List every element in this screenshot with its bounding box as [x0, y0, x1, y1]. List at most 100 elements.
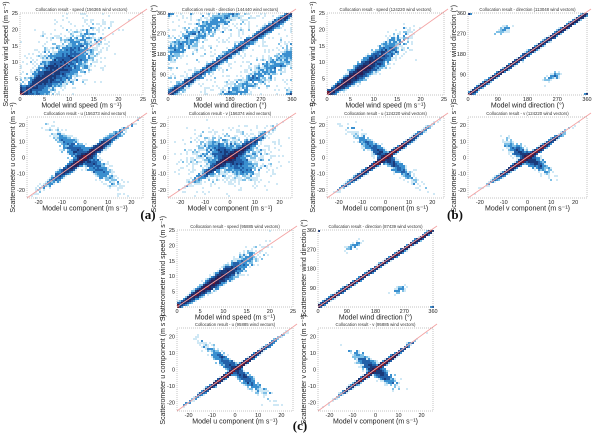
density-cell — [347, 87, 349, 89]
density-cell — [188, 81, 190, 83]
density-cell — [42, 55, 44, 57]
density-cell — [66, 59, 68, 61]
density-cell — [558, 77, 560, 79]
density-cell — [530, 163, 532, 165]
density-cell — [240, 41, 242, 43]
density-cell — [44, 69, 46, 71]
density-cell — [80, 63, 82, 65]
density-cell — [79, 147, 81, 149]
density-cell — [268, 59, 270, 61]
density-cell — [204, 139, 206, 141]
density-cell — [69, 143, 71, 145]
density-cell — [105, 163, 107, 165]
density-cell — [71, 145, 73, 147]
density-cell — [71, 155, 73, 157]
density-cell — [373, 153, 375, 155]
density-cell — [105, 179, 107, 181]
density-cell — [212, 157, 214, 159]
density-cell — [409, 141, 411, 143]
density-cell — [101, 147, 103, 149]
density-cell — [46, 49, 48, 51]
density-cell — [212, 129, 214, 131]
density-cell — [60, 53, 62, 55]
density-cell — [236, 169, 238, 171]
density-cell — [395, 159, 397, 161]
density-cell — [172, 29, 174, 31]
density-cell — [470, 93, 472, 95]
density-cell — [544, 145, 546, 147]
density-cell — [123, 193, 125, 195]
density-cell — [520, 147, 522, 149]
density-cell — [540, 41, 542, 43]
density-cell — [373, 55, 375, 57]
density-cell — [72, 47, 74, 49]
density-cell — [365, 79, 367, 81]
density-cell — [121, 187, 123, 189]
x-tick-label: 0 — [18, 97, 21, 103]
density-cell — [214, 161, 216, 163]
density-cell — [228, 63, 230, 65]
density-cell — [63, 141, 65, 143]
density-cell — [170, 59, 172, 61]
density-cell — [260, 81, 262, 83]
density-cell — [403, 35, 405, 37]
density-cell — [353, 177, 355, 179]
density-cell — [256, 31, 258, 33]
density-cell — [74, 69, 76, 71]
density-cell — [236, 139, 238, 141]
density-cell — [77, 153, 79, 155]
density-cell — [61, 139, 63, 141]
density-cell — [538, 47, 540, 49]
density-cell — [351, 73, 353, 75]
density-cell — [70, 49, 72, 51]
density-cell — [80, 33, 82, 35]
density-cell — [198, 79, 200, 81]
density-cell — [373, 141, 375, 143]
density-cell — [546, 147, 548, 149]
density-cell — [488, 77, 490, 79]
density-cell — [530, 161, 532, 163]
density-cell — [333, 91, 335, 93]
density-cell — [84, 63, 86, 65]
density-cell — [67, 141, 69, 143]
density-cell — [266, 189, 268, 191]
density-cell — [53, 133, 55, 135]
density-cell — [518, 145, 520, 147]
density-cell — [105, 169, 107, 171]
density-cell — [419, 185, 421, 187]
density-cell — [200, 73, 202, 75]
density-cell — [536, 153, 538, 155]
density-cell — [520, 155, 522, 157]
density-cell — [32, 89, 34, 91]
density-cell — [87, 151, 89, 153]
density-cell — [421, 129, 423, 131]
density-cell — [246, 43, 248, 45]
density-cell — [403, 27, 405, 29]
density-cell — [74, 79, 76, 81]
density-cell — [373, 53, 375, 55]
density-cell — [234, 165, 236, 167]
density-cell — [544, 37, 546, 39]
density-cell — [85, 153, 87, 155]
density-cell — [345, 181, 347, 183]
density-cell — [131, 125, 133, 127]
density-cell — [232, 89, 234, 91]
density-cell — [341, 185, 343, 187]
density-cell — [180, 87, 182, 89]
density-cell — [222, 59, 224, 61]
density-cell — [353, 81, 355, 83]
density-cell — [516, 153, 518, 155]
density-cell — [44, 89, 46, 91]
density-cell — [252, 39, 254, 41]
density-cell — [49, 177, 51, 179]
density-cell — [238, 183, 240, 185]
density-cell — [381, 51, 383, 53]
density-cell — [103, 147, 105, 149]
density-cell — [411, 43, 413, 45]
density-cell — [57, 133, 59, 135]
density-cell — [184, 185, 186, 187]
density-cell — [262, 29, 264, 31]
density-cell — [224, 143, 226, 145]
density-cell — [391, 57, 393, 59]
